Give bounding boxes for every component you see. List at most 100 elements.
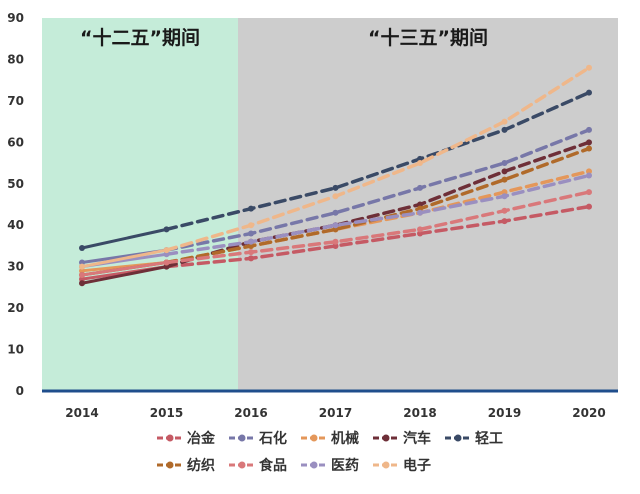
- legend-swatch-marker: [382, 461, 390, 469]
- data-point: [586, 126, 592, 133]
- legend-label: 石化: [258, 430, 287, 447]
- data-point: [417, 201, 423, 208]
- legend-item: 汽车: [373, 430, 431, 447]
- legend-swatch-marker: [238, 434, 246, 442]
- legend-label: 电子: [403, 457, 431, 474]
- y-tick-label: 0: [16, 384, 24, 398]
- legend-label: 汽车: [403, 430, 431, 447]
- y-axis: 0 10 20 30 40 50 60 70 80 90: [7, 11, 24, 398]
- data-point: [417, 205, 423, 212]
- legend-swatch-marker: [166, 434, 174, 442]
- series-solid-line: [80, 248, 168, 269]
- data-point: [417, 155, 423, 162]
- series-轻工: [79, 89, 592, 252]
- legend-item: 纺织: [157, 457, 215, 474]
- y-tick-label: 80: [7, 52, 24, 66]
- data-point: [332, 226, 339, 233]
- data-point: [79, 267, 85, 274]
- series-dashed-line: [164, 204, 591, 269]
- data-point: [79, 271, 85, 278]
- data-point: [586, 64, 592, 71]
- data-point: [332, 242, 339, 249]
- data-point: [586, 168, 592, 175]
- legend-swatch-marker: [382, 434, 390, 442]
- legend-item: 机械: [301, 430, 359, 447]
- data-point: [501, 160, 508, 167]
- data-point: [248, 205, 254, 212]
- y-tick-label: 30: [7, 260, 24, 274]
- x-tick-label: 2014: [65, 406, 98, 420]
- x-tick-label: 2018: [403, 406, 436, 420]
- data-point: [248, 242, 254, 249]
- data-point: [79, 280, 85, 287]
- data-point: [332, 222, 339, 229]
- series-solid-line: [80, 261, 168, 277]
- data-point: [417, 230, 423, 237]
- series-食品: [79, 189, 592, 278]
- data-point: [248, 230, 254, 237]
- data-point: [163, 259, 170, 266]
- data-point: [332, 209, 339, 216]
- legend-item: 电子: [373, 457, 431, 474]
- data-point: [332, 193, 339, 200]
- data-point: [79, 245, 85, 252]
- series-dashed-line: [164, 128, 591, 252]
- x-tick-label: 2017: [319, 406, 352, 420]
- data-point: [501, 118, 508, 125]
- data-point: [163, 247, 170, 254]
- period-label: “十二五”期间: [80, 26, 200, 49]
- x-tick-label: 2020: [572, 406, 605, 420]
- series-电子: [79, 64, 592, 270]
- x-tick-label: 2019: [488, 406, 521, 420]
- legend-swatch-marker: [454, 434, 462, 442]
- series-汽车: [79, 139, 592, 287]
- series-solid-line: [80, 227, 168, 250]
- data-point: [248, 222, 254, 229]
- series-dashed-line: [164, 173, 591, 256]
- legend-label: 纺织: [187, 457, 215, 474]
- legend-label: 冶金: [187, 430, 216, 447]
- legend-label: 机械: [331, 430, 359, 447]
- y-tick-label: 60: [7, 135, 24, 149]
- x-axis: 2014 2015 2016 2017 2018 2019 2020: [42, 389, 618, 420]
- data-point: [586, 139, 592, 146]
- data-point: [248, 238, 254, 245]
- y-tick-label: 10: [7, 343, 24, 357]
- data-point: [79, 276, 85, 283]
- data-point: [163, 251, 170, 258]
- period-bands: “十二五”期间 “十三五”期间: [42, 18, 618, 391]
- legend-item: 食品: [229, 457, 287, 474]
- y-tick-label: 20: [7, 301, 24, 315]
- legend-item: 轻工: [445, 430, 503, 447]
- data-point: [501, 207, 508, 214]
- y-tick-label: 90: [7, 11, 24, 25]
- data-point: [501, 126, 508, 133]
- legend-label: 医药: [331, 457, 359, 474]
- data-point: [417, 226, 423, 233]
- legend-swatch-marker: [166, 461, 174, 469]
- series-solid-line: [80, 265, 168, 285]
- legend-item: 石化: [229, 430, 287, 447]
- x-tick-label: 2015: [150, 406, 183, 420]
- data-point: [248, 249, 254, 256]
- legend-item: 医药: [301, 457, 359, 474]
- period-label: “十三五”期间: [368, 26, 488, 49]
- y-tick-label: 40: [7, 218, 24, 232]
- legend-label: 食品: [259, 457, 287, 474]
- data-point: [417, 209, 423, 216]
- data-point: [586, 189, 592, 196]
- series-dashed-line: [164, 65, 591, 252]
- data-point: [586, 203, 592, 210]
- period-band: [238, 18, 618, 391]
- data-point: [586, 89, 592, 96]
- y-tick-label: 70: [7, 94, 24, 108]
- data-point: [501, 193, 508, 200]
- series-dashed-line: [164, 190, 591, 265]
- x-tick-label: 2016: [234, 406, 267, 420]
- y-tick-label: 50: [7, 177, 24, 191]
- data-point: [79, 259, 85, 266]
- period-band: [42, 18, 238, 391]
- data-point: [163, 263, 170, 270]
